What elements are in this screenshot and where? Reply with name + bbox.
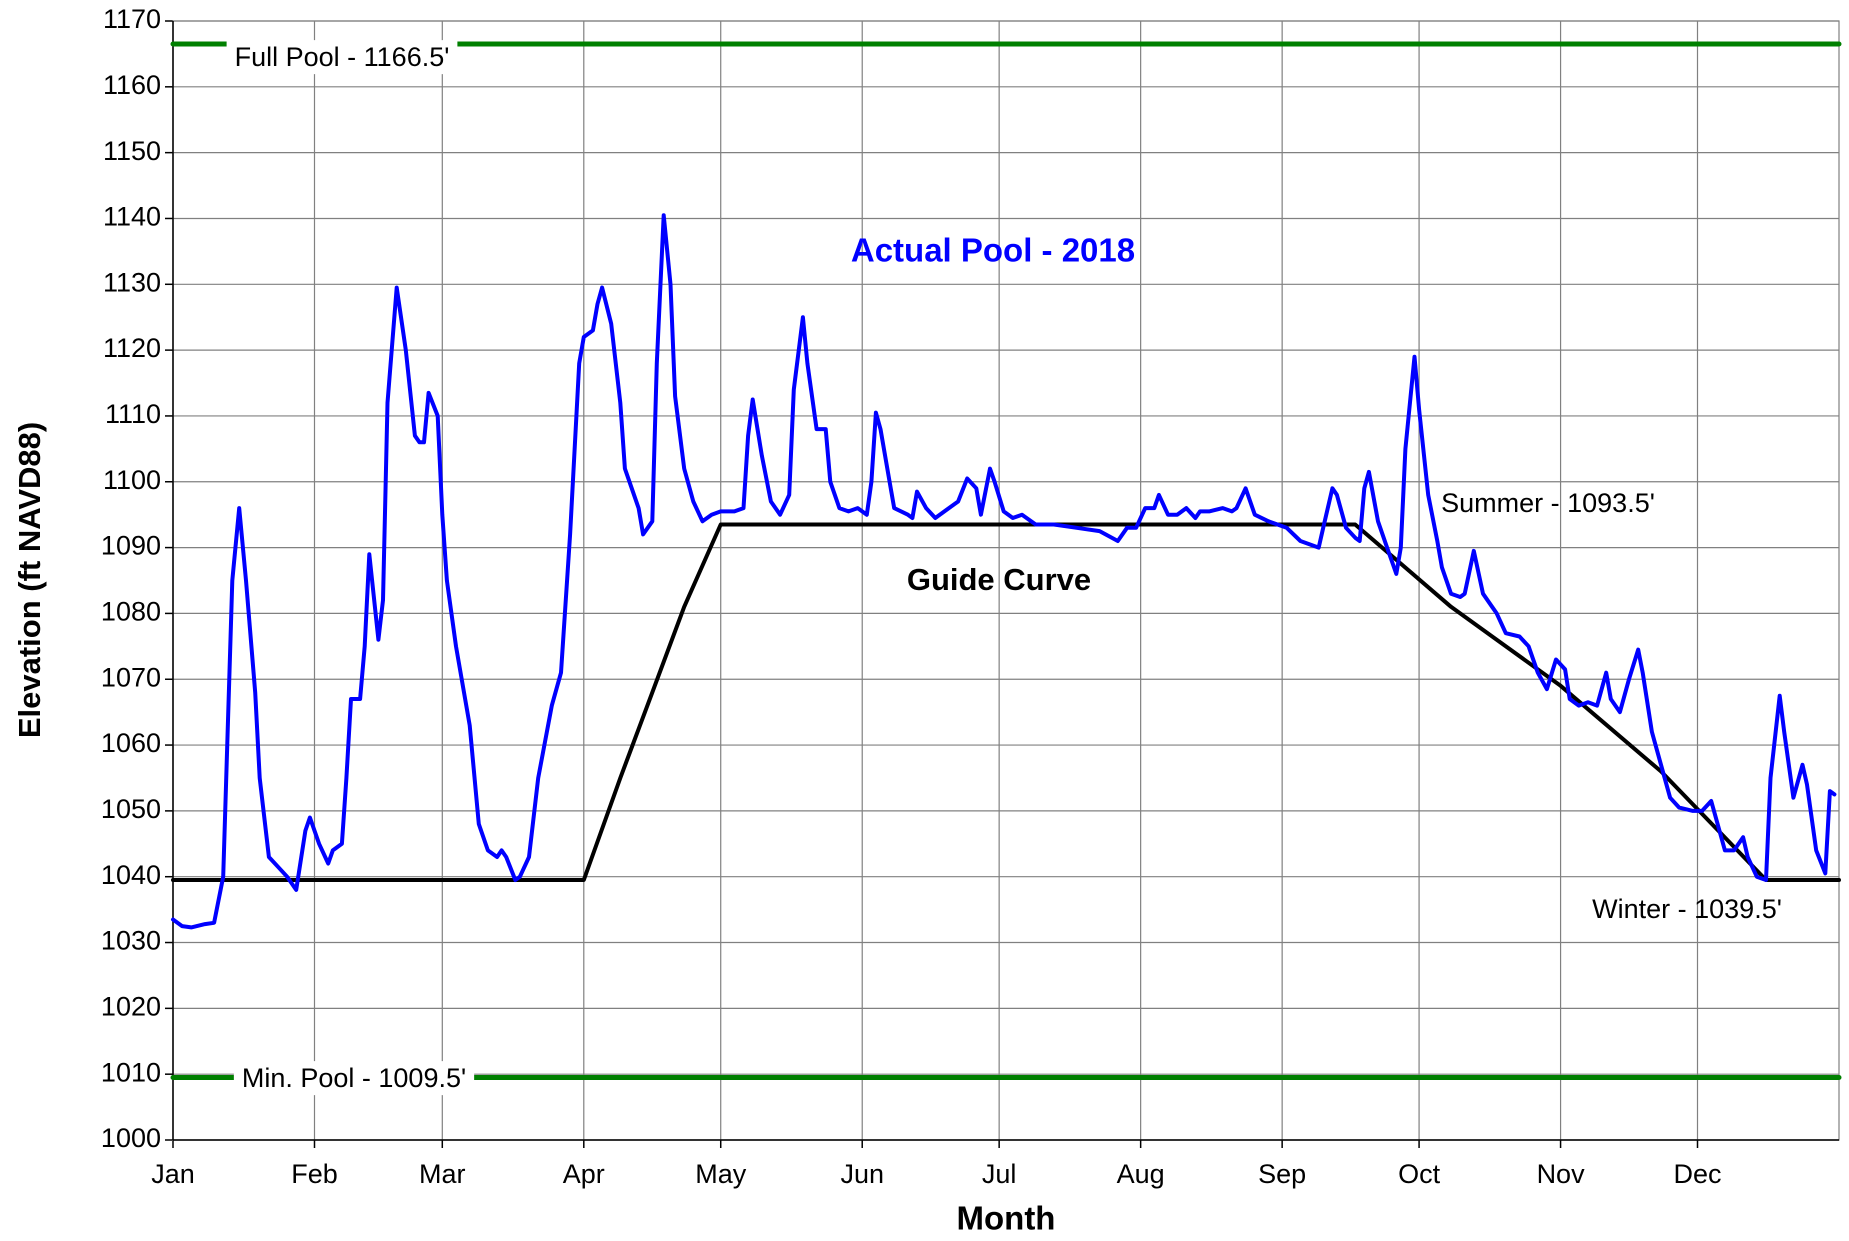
y-tick-label: 1090 — [101, 531, 161, 561]
y-tick-label: 1150 — [103, 136, 161, 166]
x-tick-label: Aug — [1117, 1159, 1165, 1189]
y-tick-label: 1140 — [103, 202, 161, 232]
x-tick-label: Feb — [291, 1159, 338, 1189]
y-tick-label: 1000 — [101, 1123, 161, 1153]
label-background — [226, 40, 458, 75]
y-tick-label: 1040 — [101, 860, 161, 890]
y-tick-label: 1170 — [103, 4, 161, 34]
y-tick-label: 1160 — [103, 70, 161, 100]
series-label: Full Pool - 1166.5' — [235, 42, 450, 72]
x-tick-label: Jul — [982, 1159, 1017, 1189]
y-tick-label: 1100 — [103, 465, 161, 495]
y-tick-label: 1010 — [101, 1057, 161, 1087]
x-axis-title: Month — [957, 1200, 1056, 1237]
x-tick-label: Sep — [1258, 1159, 1306, 1189]
label-background — [233, 1061, 475, 1096]
x-tick-label: Mar — [419, 1159, 466, 1189]
series-line — [171, 213, 1837, 930]
y-tick-label: 1070 — [101, 662, 161, 692]
y-tick-label: 1030 — [101, 926, 161, 956]
x-tick-label: Oct — [1398, 1159, 1441, 1189]
y-tick-label: 1120 — [103, 333, 161, 363]
x-tick-label: May — [695, 1159, 747, 1189]
y-tick-label: 1130 — [103, 267, 161, 297]
y-tick-label: 1020 — [101, 991, 161, 1021]
x-tick-label: Nov — [1537, 1159, 1586, 1189]
series-label: Guide Curve — [907, 562, 1091, 597]
y-tick-label: 1110 — [105, 399, 161, 429]
y-tick-label: 1050 — [101, 794, 161, 824]
series-label: Actual Pool - 2018 — [851, 232, 1135, 269]
series-label: Min. Pool - 1009.5' — [242, 1063, 466, 1093]
annotation: Winter - 1039.5' — [1592, 894, 1782, 924]
x-tick-label: Jan — [151, 1159, 195, 1189]
x-tick-label: Jun — [840, 1159, 884, 1189]
y-axis-title: Elevation (ft NAVD88) — [12, 422, 47, 738]
y-tick-label: 1080 — [101, 597, 161, 627]
x-tick-label: Dec — [1673, 1159, 1721, 1189]
annotation: Summer - 1093.5' — [1441, 488, 1655, 518]
x-tick-label: Apr — [563, 1159, 605, 1189]
y-tick-label: 1060 — [101, 728, 161, 758]
